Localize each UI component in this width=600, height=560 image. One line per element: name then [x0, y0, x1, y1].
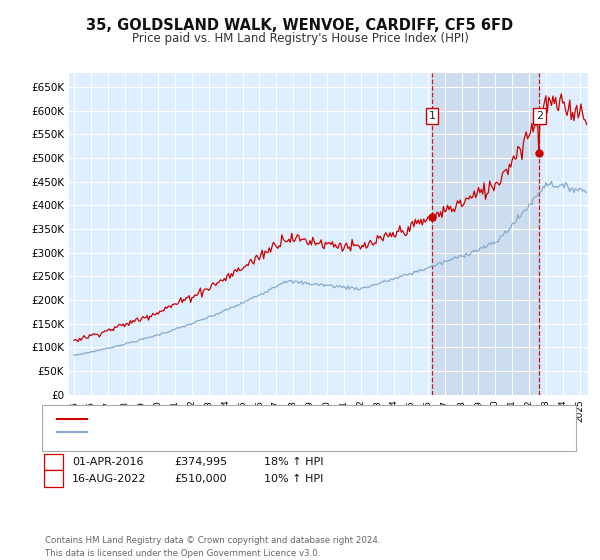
Text: 01-APR-2016: 01-APR-2016	[72, 457, 143, 467]
Text: Price paid vs. HM Land Registry's House Price Index (HPI): Price paid vs. HM Land Registry's House …	[131, 31, 469, 45]
Text: 1: 1	[428, 111, 436, 122]
Text: 10% ↑ HPI: 10% ↑ HPI	[264, 474, 323, 484]
Text: £510,000: £510,000	[174, 474, 227, 484]
Text: 35, GOLDSLAND WALK, WENVOE, CARDIFF, CF5 6FD (detached house): 35, GOLDSLAND WALK, WENVOE, CARDIFF, CF5…	[91, 414, 458, 424]
Text: HPI: Average price, detached house, Vale of Glamorgan: HPI: Average price, detached house, Vale…	[91, 427, 381, 437]
Text: 16-AUG-2022: 16-AUG-2022	[72, 474, 146, 484]
Text: 35, GOLDSLAND WALK, WENVOE, CARDIFF, CF5 6FD: 35, GOLDSLAND WALK, WENVOE, CARDIFF, CF5…	[86, 18, 514, 32]
Text: 2: 2	[536, 111, 543, 122]
Text: 2: 2	[50, 474, 57, 484]
Text: 18% ↑ HPI: 18% ↑ HPI	[264, 457, 323, 467]
Bar	[432, 73, 539, 395]
Text: £374,995: £374,995	[174, 457, 227, 467]
Text: Contains HM Land Registry data © Crown copyright and database right 2024.
This d: Contains HM Land Registry data © Crown c…	[45, 536, 380, 558]
Text: 1: 1	[50, 457, 57, 467]
